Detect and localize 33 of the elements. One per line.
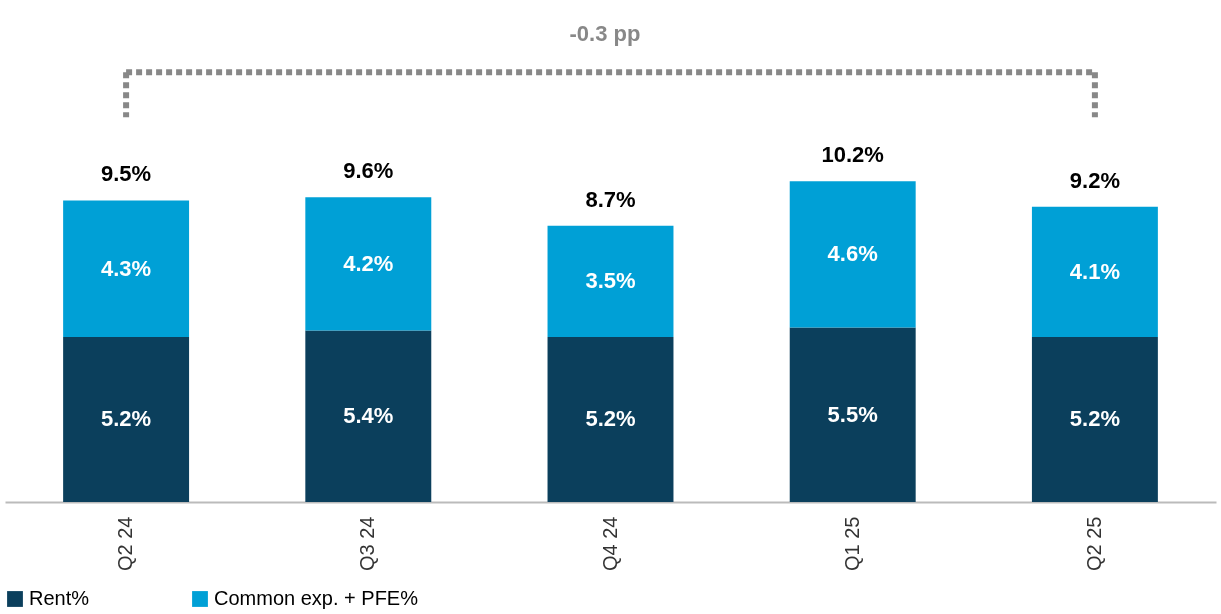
x-tick-label: Q3 24 bbox=[356, 516, 379, 571]
data-label: 4.2% bbox=[343, 250, 394, 276]
bar bbox=[789, 181, 916, 328]
total-label: 9.5% bbox=[101, 161, 152, 187]
data-label: 5.2% bbox=[585, 406, 636, 432]
legend-label: Rent% bbox=[29, 587, 90, 609]
bar bbox=[547, 225, 674, 337]
total-label: 9.6% bbox=[343, 158, 394, 184]
data-label: 3.5% bbox=[585, 268, 636, 294]
data-label: 4.3% bbox=[101, 255, 152, 281]
data-label: 4.6% bbox=[827, 241, 878, 267]
bar bbox=[63, 336, 190, 502]
bar bbox=[1031, 206, 1158, 337]
total-label: 10.2% bbox=[821, 142, 884, 168]
bar bbox=[1031, 336, 1158, 502]
legend-label: Common exp. + PFE% bbox=[214, 587, 419, 609]
bar bbox=[547, 336, 674, 502]
data-label: 5.4% bbox=[343, 403, 394, 429]
data-label: 5.2% bbox=[101, 406, 152, 432]
bar bbox=[305, 197, 432, 331]
total-label: 9.2% bbox=[1069, 167, 1120, 193]
bar bbox=[789, 327, 916, 502]
bar bbox=[63, 200, 190, 337]
x-tick-label: Q4 24 bbox=[598, 516, 621, 571]
total-label: 8.7% bbox=[585, 186, 636, 212]
data-label: 4.1% bbox=[1069, 258, 1120, 284]
x-tick-label: Q1 25 bbox=[840, 516, 863, 571]
bar bbox=[305, 330, 432, 502]
x-tick-label: Q2 25 bbox=[1082, 516, 1105, 571]
data-label: 5.2% bbox=[1069, 406, 1120, 432]
x-tick-label: Q2 24 bbox=[114, 516, 137, 571]
data-label: 5.5% bbox=[827, 401, 878, 427]
text: -0.3 pp bbox=[569, 20, 641, 46]
